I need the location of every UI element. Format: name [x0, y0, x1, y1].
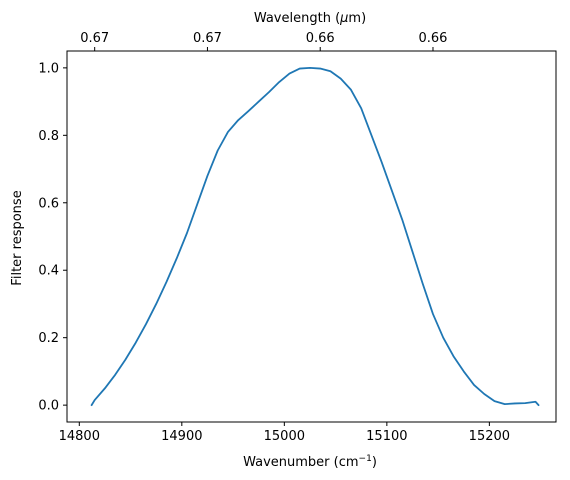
top-tick-label: 0.66: [306, 31, 335, 46]
top-x-axis: 0.680.670.670.660.66: [80, 31, 448, 51]
top-tick-label: 0.66: [419, 31, 448, 46]
y-axis: 0.0 0.2 0.4 0.6 0.8 1.0: [38, 61, 67, 414]
y-tick-label: 0.8: [38, 129, 59, 144]
y-tick-label: 0.0: [38, 399, 59, 414]
series-line-0: [90, 66, 540, 407]
bottom-x-axis: 14800 14900 15000 15100 15200: [59, 422, 510, 444]
y-axis-label: Filter response: [10, 190, 25, 285]
series-layer: [90, 66, 540, 407]
top-tick-label: 0.67: [193, 31, 222, 46]
x-tick-label: 14900: [161, 429, 202, 444]
x-tick-label: 14800: [59, 429, 100, 444]
y-tick-label: 1.0: [38, 61, 59, 76]
top-tick-label: 0.67: [80, 31, 109, 46]
plot-frame: [66, 50, 557, 423]
y-tick-label: 0.6: [38, 196, 59, 211]
x-axis-label: Wavenumber (cm−1): [243, 454, 377, 470]
y-tick-label: 0.4: [38, 264, 59, 279]
x-tick-label: 15000: [264, 429, 305, 444]
top-x-axis-label: Wavelength (μm): [254, 11, 366, 26]
x-tick-label: 15200: [469, 429, 510, 444]
x-tick-label: 15100: [366, 429, 407, 444]
plot-area: [66, 50, 557, 423]
y-tick-label: 0.2: [38, 331, 59, 346]
